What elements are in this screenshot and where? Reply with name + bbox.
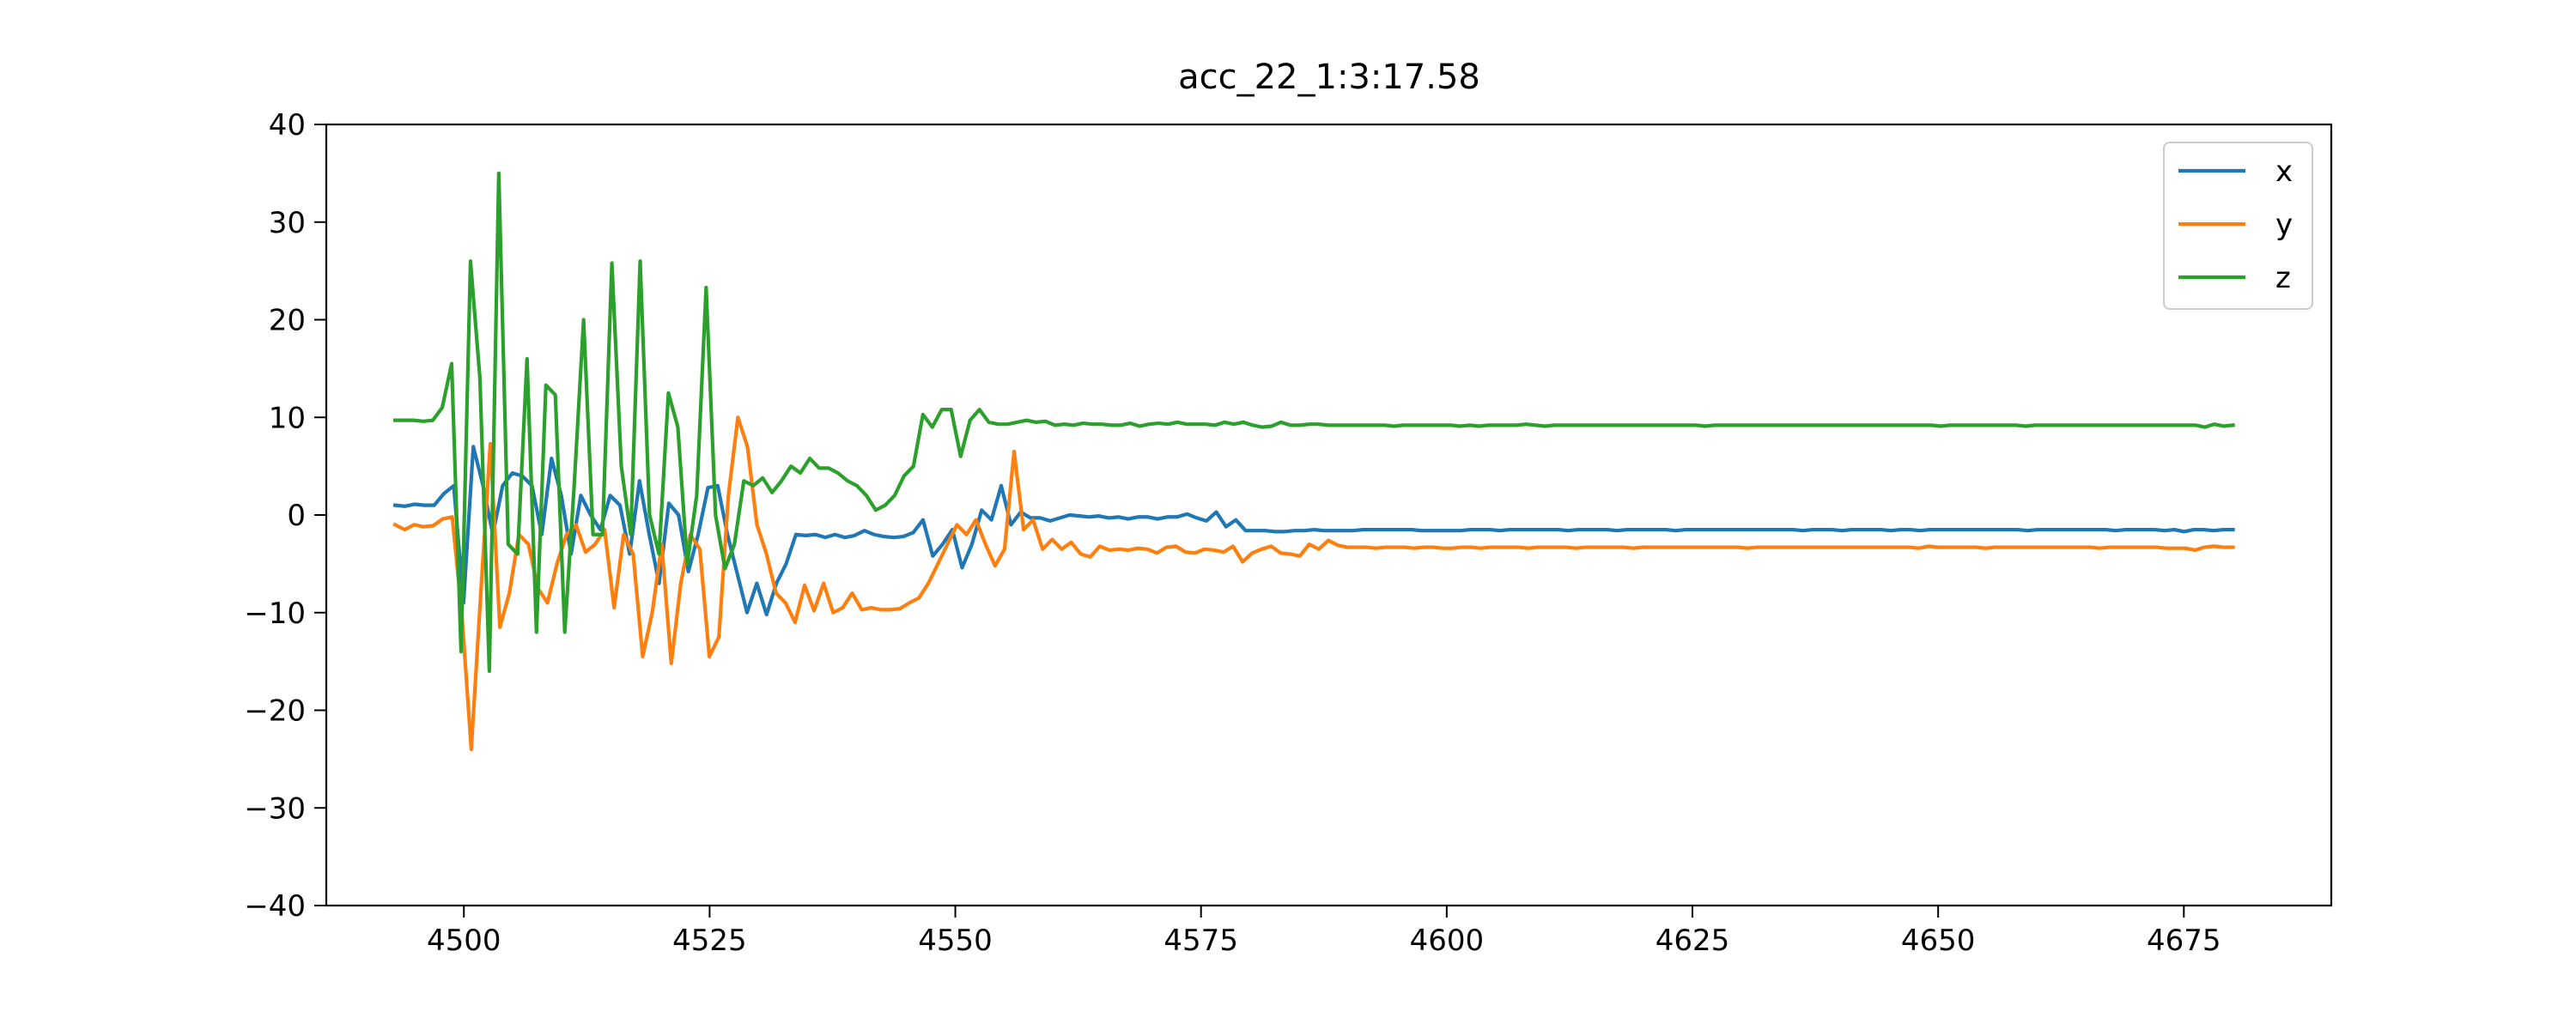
y-tick-label: 0 [287,499,306,533]
x-tick-label: 4500 [427,924,501,958]
y-tick-label: −20 [244,694,306,729]
y-tick-label: 20 [269,304,306,338]
x-tick-label: 4600 [1410,924,1485,958]
x-tick-label: 4525 [672,924,747,958]
y-tick-label: 10 [269,401,306,435]
y-tick-label: 40 [269,108,306,142]
x-tick-label: 4675 [2147,924,2221,958]
legend-label-z: z [2275,261,2291,295]
x-tick-label: 4650 [1901,924,1976,958]
legend-label-x: x [2275,154,2293,189]
x-tick-label: 4575 [1163,924,1238,958]
y-tick-label: −30 [244,791,306,826]
y-tick-label: 30 [269,206,306,240]
plot-area [326,124,2331,906]
y-tick-label: −10 [244,597,306,631]
chart-title: acc_22_1:3:17.58 [1178,58,1480,97]
y-tick-label: −40 [244,889,306,924]
legend: xyz [2164,142,2312,309]
x-tick-label: 4550 [918,924,993,958]
legend-label-y: y [2275,208,2293,242]
x-tick-label: 4625 [1656,924,1730,958]
